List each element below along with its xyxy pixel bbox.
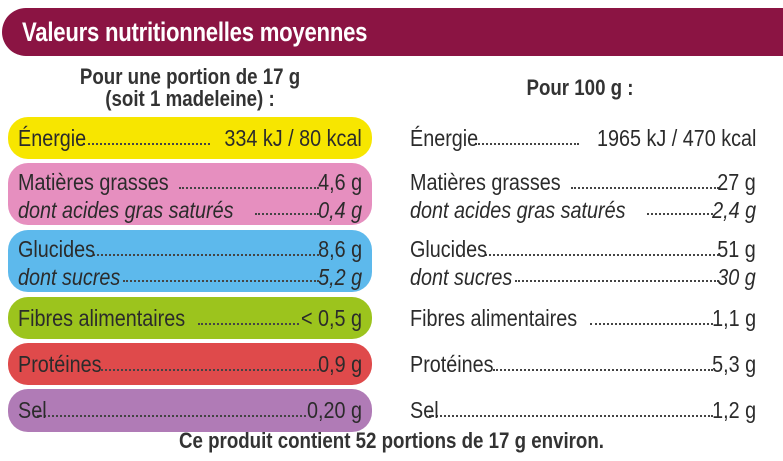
row-salt: Sel 0,20 g: [18, 395, 362, 425]
fat-pill: Matières grasses 4,6 g dont acides gras s…: [8, 163, 372, 225]
footer-note: Ce produit contient 52 portions de 17 g …: [179, 428, 604, 453]
per100-fibre: Fibres alimentaires 1,1 g: [410, 303, 756, 333]
row-protein: Protéines 0,9 g: [18, 349, 362, 379]
row-sugars: dont sucres 5,2 g: [18, 264, 362, 290]
value: 1965 kJ / 470 kcal: [596, 125, 756, 151]
value: 0,20 g: [307, 397, 362, 423]
portion-header-line1: Pour une portion de 17 g: [79, 64, 301, 89]
portion-header-line2: (soit 1 madeleine) :: [105, 86, 275, 111]
dot-leader: [485, 253, 720, 256]
row-saturated: dont acides gras saturés 0,4 g: [18, 197, 362, 223]
per100-header: Pour 100 g :: [526, 75, 634, 100]
label: Énergie: [18, 125, 87, 151]
value: 334 kJ / 80 kcal: [224, 125, 362, 151]
title-banner: Valeurs nutritionnelles moyennes: [2, 8, 783, 56]
dot-leader: [429, 414, 713, 417]
dot-leader: [93, 253, 319, 256]
portion-header: Pour une portion de 17 g (soit 1 madelein…: [63, 66, 318, 110]
label: dont sucres: [18, 264, 121, 290]
label: Glucides: [18, 236, 95, 262]
per100-energy: Énergie 1965 kJ / 470 kcal: [410, 123, 756, 153]
dot-leader: [101, 368, 319, 371]
per100-carbs: Glucides 51 g dont sucres 30 g: [410, 234, 756, 290]
dot-leader: [590, 322, 713, 325]
row-energy: Énergie 334 kJ / 80 kcal: [18, 123, 362, 153]
protein-pill: Protéines 0,9 g: [8, 343, 372, 385]
value: 4,6 g: [318, 169, 362, 195]
label: Sel: [18, 397, 47, 423]
salt-pill: Sel 0,20 g: [8, 389, 372, 432]
dot-leader: [571, 186, 720, 189]
dot-leader: [514, 279, 720, 282]
label: Fibres alimentaires: [18, 305, 186, 331]
fibre-pill: Fibres alimentaires < 0,5 g: [8, 297, 372, 339]
row-carbs: Glucides 8,6 g: [18, 234, 362, 264]
value: 30 g: [717, 264, 756, 290]
dot-leader: [122, 279, 319, 282]
label: Énergie: [410, 125, 479, 151]
label: dont sucres: [410, 264, 513, 290]
row-fibre: Fibres alimentaires < 0,5 g: [18, 303, 362, 333]
value: 0,4 g: [318, 197, 362, 223]
value: < 0,5 g: [300, 305, 362, 331]
dot-leader: [475, 142, 579, 145]
row-fat: Matières grasses 4,6 g: [18, 167, 362, 197]
value: 51 g: [717, 236, 756, 262]
value: 5,2 g: [318, 264, 362, 290]
value: 1,2 g: [712, 397, 756, 423]
label: Protéines: [410, 351, 494, 377]
value: 2,4 g: [712, 197, 756, 223]
dot-leader: [646, 212, 713, 215]
value: 27 g: [717, 169, 756, 195]
carbs-pill: Glucides 8,6 g dont sucres 5,2 g: [8, 230, 372, 292]
label: dont acides gras saturés: [18, 197, 234, 223]
value: 0,9 g: [318, 351, 362, 377]
per100-salt: Sel 1,2 g: [410, 395, 756, 425]
label: Sel: [410, 397, 439, 423]
label: Matières grasses: [18, 169, 169, 195]
label: Protéines: [18, 351, 102, 377]
per100-fat: Matières grasses 27 g dont acides gras sa…: [410, 167, 756, 223]
dot-leader: [37, 414, 307, 417]
value: 1,1 g: [712, 305, 756, 331]
dot-leader: [254, 212, 319, 215]
title: Valeurs nutritionnelles moyennes: [22, 17, 368, 47]
dot-leader: [493, 368, 713, 371]
energy-pill: Énergie 334 kJ / 80 kcal: [8, 117, 372, 159]
dot-leader: [83, 142, 211, 145]
label: Matières grasses: [410, 169, 561, 195]
value: 5,3 g: [712, 351, 756, 377]
value: 8,6 g: [318, 236, 362, 262]
dot-leader: [198, 322, 300, 325]
label: Glucides: [410, 236, 487, 262]
label: dont acides gras saturés: [410, 197, 626, 223]
per100-protein: Protéines 5,3 g: [410, 349, 756, 379]
dot-leader: [179, 186, 319, 189]
label: Fibres alimentaires: [410, 305, 578, 331]
